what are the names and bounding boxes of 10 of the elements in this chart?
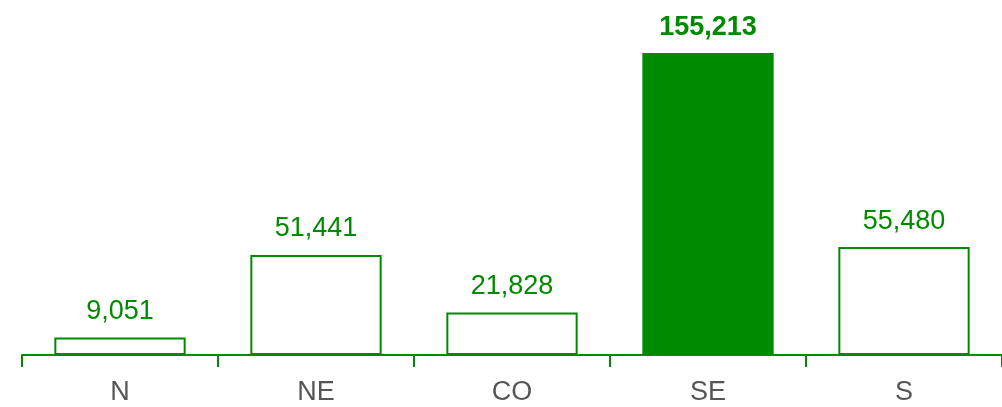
x-tick-label: CO xyxy=(491,375,533,406)
x-tick-label: S xyxy=(894,375,914,406)
x-tick-label: NE xyxy=(297,375,335,406)
data-label: 155,213 xyxy=(659,10,757,41)
data-label: 21,828 xyxy=(470,270,554,301)
data-label: 9,051 xyxy=(86,294,154,325)
data-label: 51,441 xyxy=(274,212,358,243)
x-tick-label: SE xyxy=(689,375,727,406)
x-tick-label: N xyxy=(110,375,130,406)
data-label: 55,480 xyxy=(862,204,946,235)
